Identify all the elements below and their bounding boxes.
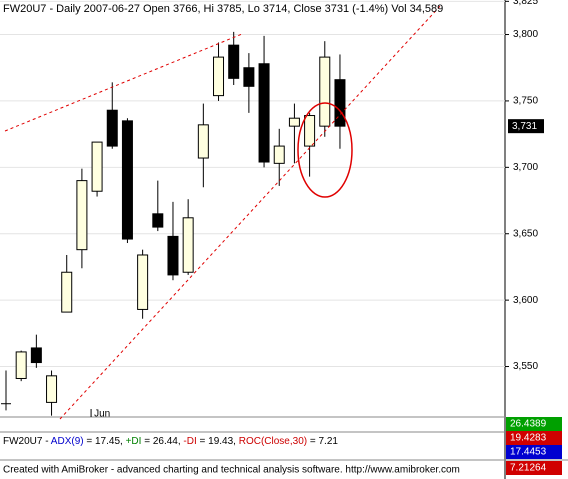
indicator-title-part: ADX(9): [51, 436, 84, 447]
y-tick-label: 3,825: [513, 0, 538, 7]
candle-body: [273, 145, 285, 164]
candle-body: [197, 124, 209, 159]
candle-body: [334, 79, 346, 127]
candle-body: [288, 117, 300, 127]
indicator-title: FW20U7 - ADX(9) = 17.45, +DI = 26.44, -D…: [3, 436, 338, 447]
candle-body: [137, 254, 149, 310]
indicator-label: 7.21264: [510, 463, 547, 474]
candle-body: [243, 67, 255, 87]
candle-body: [213, 56, 225, 97]
indicator-label: 19.4283: [510, 433, 547, 444]
indicator-label-box: [506, 417, 562, 431]
highlight-ellipse: [297, 102, 353, 198]
indicator-label: 26.4389: [510, 419, 547, 430]
candle-body: [121, 120, 133, 240]
candle-body: [304, 115, 316, 147]
indicator-label-box: [506, 461, 562, 475]
y-tick-label: 3,650: [513, 228, 538, 239]
indicator-title-part: FW20U7 -: [3, 436, 51, 447]
indicator-title-part: = 7.21: [307, 436, 338, 447]
indicator-title-part: -DI: [183, 436, 196, 447]
indicator-title-part: +DI: [126, 436, 142, 447]
indicator-label-box: [506, 431, 562, 445]
indicator-title-part: ROC(Close,30): [239, 436, 307, 447]
y-tick-label: 3,700: [513, 162, 538, 173]
candle-body: [46, 375, 58, 403]
candle-body: [228, 44, 240, 79]
last-price-label: 3,731: [512, 121, 537, 132]
indicator-title-part: = 19.43,: [197, 436, 239, 447]
candle-body: [91, 141, 103, 192]
candle-body: [182, 217, 194, 273]
last-price-box: [508, 119, 544, 134]
candle-body: [106, 109, 118, 147]
indicator-title-part: = 26.44,: [141, 436, 183, 447]
candle-body: [258, 63, 270, 163]
plot-area: [0, 0, 505, 416]
indicator-title-part: = 17.45,: [84, 436, 126, 447]
candle-body: [167, 235, 179, 276]
candle-body: [30, 347, 42, 364]
y-tick-label: 3,750: [513, 96, 538, 107]
chart-title: FW20U7 - Daily 2007-06-27 Open 3766, Hi …: [3, 3, 443, 15]
y-tick-label: 3,800: [513, 29, 538, 40]
candle-body: [61, 271, 73, 313]
y-tick-label: 3,550: [513, 361, 538, 372]
trend-line: [4, 33, 243, 132]
candle-body: [15, 351, 27, 379]
trend-line: [59, 3, 443, 420]
indicator-label-box: [506, 445, 562, 459]
candle-body: [152, 213, 164, 228]
x-tick-label: Jun: [94, 409, 110, 420]
y-tick-label: 3,600: [513, 295, 538, 306]
candle-body: [76, 180, 88, 251]
indicator-label: 17.4453: [510, 447, 547, 458]
candle-body: [319, 56, 331, 127]
footer: Created with AmiBroker - advanced charti…: [3, 465, 460, 476]
